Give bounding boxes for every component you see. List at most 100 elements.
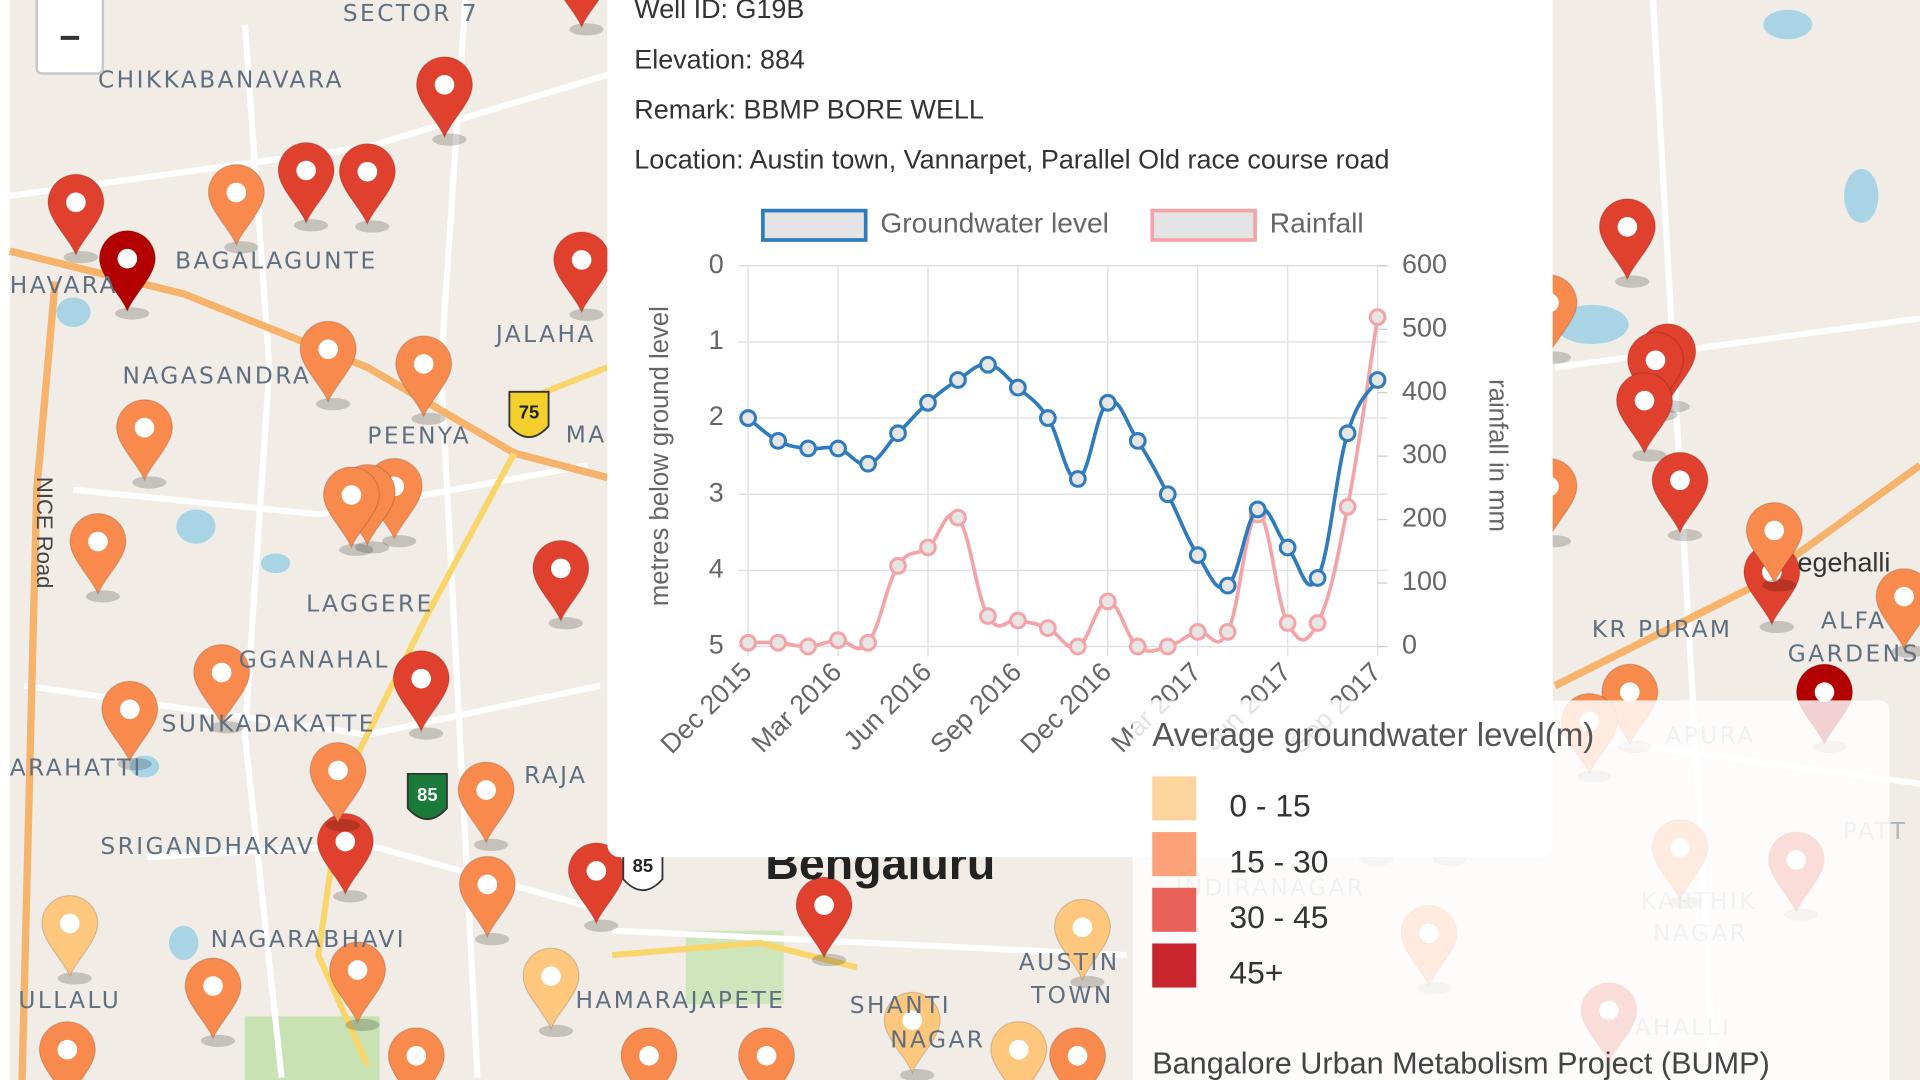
marker-dot: [1072, 917, 1093, 938]
marker: [553, 231, 611, 314]
y2-tick-label: 200: [1402, 503, 1447, 533]
map-label: NAGASANDRA: [122, 363, 311, 390]
marker-shadow: [115, 307, 150, 320]
marker: [277, 141, 335, 225]
zoom-out-button[interactable]: [35, 0, 105, 75]
series-point: [829, 439, 847, 458]
marker: [316, 813, 374, 896]
marker: [338, 143, 396, 226]
legend-label: 30 - 45: [1229, 899, 1328, 935]
marker-dot: [1814, 682, 1835, 702]
legend-swatch: [1152, 832, 1197, 877]
chart-legend-swatch: [1150, 208, 1257, 242]
marker-shadow: [339, 543, 374, 556]
map-label: SRIGANDHAKAV: [100, 833, 315, 860]
series-point: [1338, 424, 1357, 443]
marker-shadow: [548, 617, 583, 630]
marker-shadow: [132, 476, 167, 489]
marker-dot: [476, 780, 496, 800]
marker: [329, 941, 387, 1025]
marker: [101, 680, 159, 764]
marker-shadow: [411, 412, 446, 425]
series-point: [739, 409, 758, 427]
series-point: [1068, 637, 1087, 656]
marker-dot: [66, 192, 86, 213]
marker: [98, 230, 156, 313]
marker-dot: [341, 485, 362, 505]
marker-dot: [134, 417, 155, 438]
series-point: [829, 631, 847, 650]
map-label: GGANAHAL: [239, 647, 390, 674]
marker-shadow: [200, 1034, 236, 1047]
marker: [532, 539, 590, 623]
marker-dot: [88, 531, 108, 552]
marker-shadow: [57, 972, 92, 985]
series-point: [1098, 393, 1117, 412]
marker-dot: [57, 1039, 78, 1060]
series-point: [889, 424, 907, 443]
series-point: [1009, 378, 1027, 397]
series-point: [919, 393, 937, 412]
y-tick-label: 5: [709, 630, 724, 660]
map-label: TOWN: [1030, 982, 1114, 1009]
marker-shadow: [117, 757, 152, 771]
popup-line: Elevation: 884: [634, 44, 805, 74]
marker-shadow: [333, 890, 368, 903]
marker-dot: [318, 339, 338, 360]
zoom-out-label[interactable]: −: [59, 17, 80, 58]
marker-dot: [1670, 470, 1690, 491]
map-label: HAMARAJAPETE: [576, 987, 786, 1014]
map-label: RAJA: [524, 762, 587, 789]
marker-dot: [1067, 1046, 1088, 1066]
y2-tick-label: 400: [1402, 376, 1447, 406]
y2-tick-label: 100: [1402, 566, 1447, 596]
marker-dot: [296, 160, 316, 181]
series-point: [859, 454, 877, 473]
popup-line: Well ID: G19B: [634, 0, 804, 24]
y-tick-label: 1: [709, 325, 724, 355]
series-point: [1308, 569, 1327, 587]
popup-line: Location: Austin town, Vannarpet, Parall…: [634, 145, 1389, 175]
marker-shadow: [473, 838, 509, 852]
series-point: [1278, 538, 1297, 557]
marker: [795, 876, 853, 960]
map-label: BAGALAGUNTE: [175, 248, 378, 275]
map-label: NAGARABHAVI: [211, 926, 406, 953]
road-shield-label: 85: [633, 855, 653, 876]
marker: [1626, 331, 1685, 415]
marker-dot: [551, 558, 571, 579]
map-label: NAGAR: [890, 1026, 985, 1053]
map-label: JALAHA: [494, 321, 596, 348]
series-point: [889, 557, 907, 575]
legend-label: 15 - 30: [1229, 843, 1328, 879]
marker-shadow: [63, 251, 98, 264]
marker-dot: [902, 1010, 923, 1031]
series-point: [1038, 409, 1057, 427]
marker-dot: [434, 75, 455, 95]
map-label: ALFA: [1821, 608, 1887, 635]
chart-legend-swatch: [761, 208, 868, 242]
marker-dot: [203, 976, 223, 996]
marker: [309, 741, 367, 825]
marker-dot: [1617, 217, 1638, 237]
y2-tick-label: 600: [1402, 249, 1447, 279]
marker-dot: [117, 248, 138, 269]
marker-shadow: [1070, 975, 1105, 989]
map-label: SHANTI: [850, 992, 951, 1019]
marker-dot: [413, 354, 434, 374]
marker-shadow: [1759, 620, 1794, 634]
marker: [1651, 451, 1709, 535]
map-label: GARDENS: [1788, 641, 1920, 668]
marker-dot: [1620, 682, 1640, 702]
y-tick-label: 3: [709, 477, 724, 507]
y-tick-label: 4: [709, 553, 724, 583]
marker-dot: [814, 895, 834, 915]
legend-box: [1132, 700, 1890, 1080]
marker-shadow: [811, 953, 847, 967]
map-label: SECTOR 7: [343, 0, 479, 27]
marker-dot: [586, 861, 607, 881]
marker: [41, 895, 99, 978]
marker: [115, 399, 174, 482]
series-point: [1158, 637, 1177, 656]
